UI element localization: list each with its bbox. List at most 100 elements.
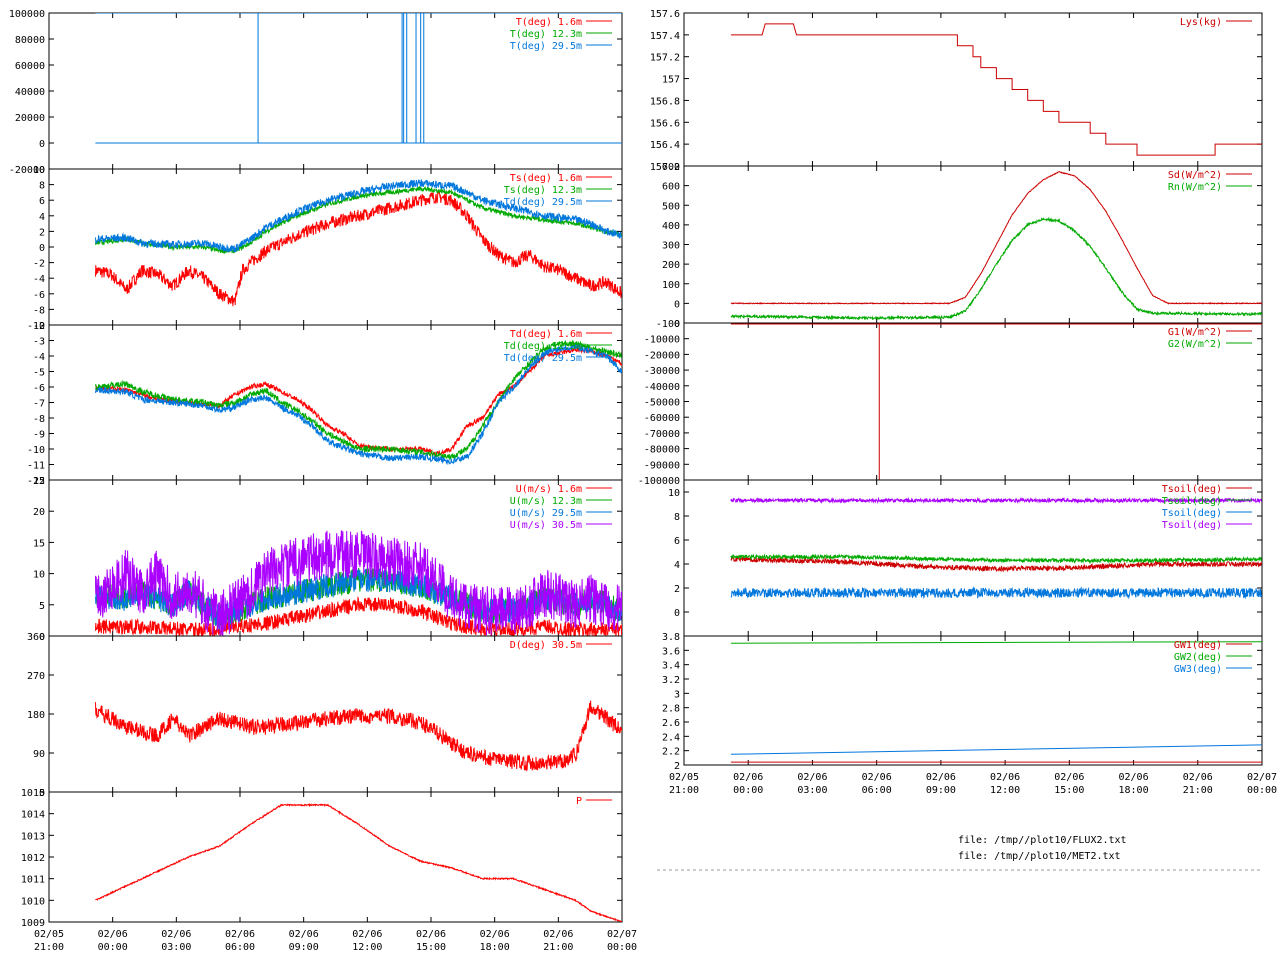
- y-tick-label: -30000: [644, 366, 680, 377]
- x-tick-time: 03:00: [797, 785, 827, 796]
- legend-label: Tsoil(deg): [1162, 496, 1222, 507]
- x-tick-date: 02/05: [34, 929, 64, 940]
- y-tick-label: -4: [33, 274, 45, 285]
- legend-label: P: [576, 796, 582, 807]
- x-tick-date: 02/06: [797, 772, 827, 783]
- y-tick-label: 3: [674, 689, 680, 700]
- y-tick-label: -10: [27, 445, 45, 456]
- y-tick-label: -11: [27, 461, 45, 472]
- series-line-gw-2: [730, 744, 1262, 755]
- y-tick-label: 156.6: [650, 118, 680, 129]
- y-tick-label: 400: [662, 221, 680, 232]
- legend-label: G1(W/m^2): [1168, 327, 1222, 338]
- y-tick-label: -4: [33, 352, 45, 363]
- x-tick-time: 15:00: [1054, 785, 1084, 796]
- y-tick-label: 2.8: [662, 704, 680, 715]
- y-tick-label: 360: [27, 632, 45, 643]
- y-tick-label: 1015: [21, 788, 45, 799]
- y-tick-label: -10: [27, 321, 45, 332]
- y-tick-label: 1014: [21, 810, 45, 821]
- y-tick-label: 80000: [15, 35, 45, 46]
- x-tick-time: 12:00: [352, 942, 382, 953]
- y-tick-label: 10: [33, 570, 45, 581]
- y-tick-label: 270: [27, 671, 45, 682]
- y-tick-label: 8: [674, 512, 680, 523]
- y-tick-label: 2.4: [662, 732, 680, 743]
- y-tick-label: -3: [33, 337, 45, 348]
- y-tick-label: 156.4: [650, 140, 680, 151]
- y-tick-label: 5: [39, 601, 45, 612]
- chart-panel-gw: 2 2.2 2.4 2.6 2.8 3 3.2 3.4 3.6 3.8 GW1(deg)GW2(de…: [662, 632, 1277, 796]
- series-group: [730, 171, 1262, 321]
- x-tick-time: 12:00: [990, 785, 1020, 796]
- y-tick-label: 0: [39, 243, 45, 254]
- legend-label: Tsoil(deg): [1162, 508, 1222, 519]
- y-tick-label: 4: [39, 212, 45, 223]
- x-tick-time: 21:00: [1183, 785, 1213, 796]
- footer-file-met: file: /tmp//plot10/MET2.txt: [958, 851, 1121, 862]
- y-tick-label: -20000: [9, 165, 45, 176]
- chart-panel-lys: 156.2 156.4 156.6 156.8 157 157.2 157.4 157.6 Ly…: [650, 9, 1263, 173]
- y-tick-label: 8: [39, 181, 45, 192]
- x-tick-time: 00:00: [607, 942, 637, 953]
- legend-label: Td(deg) 29.5m: [504, 197, 582, 208]
- x-tick-date: 02/06: [1183, 772, 1213, 783]
- panels-group: -20000020000400006000080000100000T(deg) …: [9, 9, 1277, 953]
- series-group: [95, 530, 622, 636]
- legend-label: Tsoil(deg): [1162, 520, 1222, 531]
- x-tick-time: 00:00: [733, 785, 763, 796]
- y-tick-label: -12: [27, 476, 45, 487]
- y-tick-label: 60000: [15, 61, 45, 72]
- series-group: [730, 641, 1262, 763]
- y-tick-label: -7: [33, 399, 45, 410]
- legend-label: U(m/s) 12.3m: [510, 496, 582, 507]
- y-tick-label: 200: [662, 260, 680, 271]
- y-tick-label: -50000: [644, 398, 680, 409]
- series-group: [730, 323, 1262, 480]
- chart-panel-p: 1009 1010 1011 1012 1013 1014 1015 P 02/05 21:00 0…: [21, 788, 637, 953]
- x-tick-time: 18:00: [1119, 785, 1149, 796]
- chart-panel-d: 0 90 180 270 360 D(deg) 30.5m: [27, 632, 623, 799]
- series-group: [95, 802, 622, 922]
- y-tick-label: 157: [662, 75, 680, 86]
- y-tick-label: -100000: [638, 476, 680, 487]
- y-tick-label: 90: [33, 749, 45, 760]
- x-tick-date: 02/06: [733, 772, 763, 783]
- y-tick-label: 3.6: [662, 646, 680, 657]
- series-group: [730, 496, 1262, 600]
- y-tick-label: 1009: [21, 918, 45, 929]
- y-tick-label: 0: [674, 319, 680, 330]
- series-line-td-2: [95, 343, 622, 466]
- x-tick-date: 02/05: [669, 772, 699, 783]
- series-line-rad-0: [730, 171, 1262, 305]
- y-tick-label: 1012: [21, 853, 45, 864]
- y-tick-label: 1010: [21, 896, 45, 907]
- y-tick-label: -10000: [644, 335, 680, 346]
- y-tick-label: 2.2: [662, 747, 680, 758]
- x-tick-date: 02/06: [480, 929, 510, 940]
- y-tick-label: -8: [33, 414, 45, 425]
- y-tick-label: 15: [33, 538, 45, 549]
- series-line-lys-0: [730, 23, 1262, 156]
- y-tick-label: -2: [33, 321, 45, 332]
- x-tick-date: 02/06: [289, 929, 319, 940]
- series-line-p-0: [95, 802, 622, 922]
- y-tick-label: 20000: [15, 113, 45, 124]
- legend-label: Td(deg) 12.3m: [504, 341, 582, 352]
- y-tick-label: 6: [674, 536, 680, 547]
- y-tick-label: 4: [674, 560, 680, 571]
- y-tick-label: -80000: [644, 445, 680, 456]
- series-line-rad-1: [730, 216, 1262, 321]
- x-tick-time: 18:00: [480, 942, 510, 953]
- y-tick-label: 25: [33, 476, 45, 487]
- legend-label: Tsoil(deg): [1162, 484, 1222, 495]
- y-tick-label: -6: [33, 290, 45, 301]
- series-line-td-1: [95, 339, 622, 460]
- x-tick-time: 06:00: [225, 942, 255, 953]
- x-tick-date: 02/06: [352, 929, 382, 940]
- legend-label: GW1(deg): [1174, 640, 1222, 651]
- y-tick-label: 600: [662, 182, 680, 193]
- y-tick-label: 0: [39, 139, 45, 150]
